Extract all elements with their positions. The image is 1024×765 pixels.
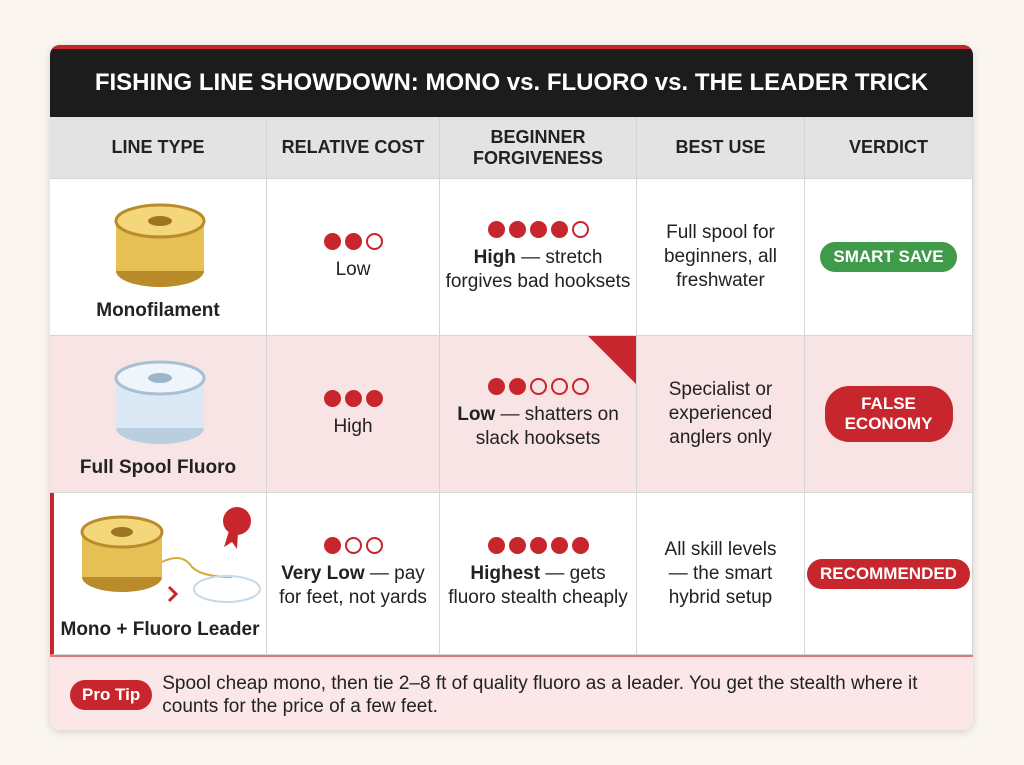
best-use-cell: Full spool for beginners, all freshwater bbox=[637, 179, 805, 336]
rating-dot bbox=[529, 537, 547, 554]
header-text: BEST USE bbox=[675, 137, 766, 157]
header-text: RELATIVE COST bbox=[281, 137, 425, 157]
line-type: Mono + Fluoro Leader bbox=[60, 619, 260, 640]
cost-cell: High bbox=[267, 336, 440, 493]
title: FISHING LINE SHOWDOWN: MONO vs. FLUORO v… bbox=[50, 45, 973, 117]
rating-note: — gets fluoro stealth cheaply bbox=[448, 563, 628, 608]
column-header: BEST USE bbox=[637, 117, 805, 179]
pro-tip-label: Pro Tip bbox=[70, 679, 153, 710]
column-header: BEGINNER FORGIVENESS bbox=[440, 117, 637, 179]
verdict: RECOMMENDED bbox=[807, 558, 970, 589]
verdict-cell: SMART SAVE bbox=[805, 179, 973, 336]
rating-dot bbox=[571, 220, 589, 238]
best-use-cell: Specialist or experienced anglers only bbox=[637, 336, 805, 493]
verdict-cell: FALSE ECONOMY bbox=[805, 336, 973, 493]
rating-dots bbox=[487, 220, 589, 238]
fluoro-spool-icon bbox=[114, 360, 206, 444]
rating-dot bbox=[487, 377, 505, 395]
rating-dot bbox=[344, 537, 362, 554]
line-type: Full Spool Fluoro bbox=[79, 457, 237, 478]
rating-dot bbox=[365, 232, 383, 250]
rating-dot bbox=[323, 389, 341, 407]
column-header: RELATIVE COST bbox=[267, 117, 440, 179]
rating-dot bbox=[487, 220, 505, 238]
pro-tip-text: Spool cheap mono, then tie 2–8 ft of qua… bbox=[162, 672, 918, 717]
best-use: Specialist or experienced anglers only bbox=[668, 379, 773, 448]
rating-dot bbox=[571, 377, 589, 395]
hybrid-spool-icon bbox=[80, 507, 261, 603]
rating-note: — pay for feet, not yards bbox=[279, 563, 427, 608]
verdict: SMART SAVE bbox=[820, 242, 957, 272]
forgiveness-cell: Low — shatters on slack hooksets bbox=[440, 336, 637, 493]
rating-level: Highest bbox=[470, 563, 541, 584]
rating-dot bbox=[508, 377, 526, 395]
rating-dot bbox=[323, 232, 341, 250]
rating-dot bbox=[344, 232, 362, 250]
column-header: LINE TYPE bbox=[50, 117, 267, 179]
line-type-cell: Mono + Fluoro Leader bbox=[50, 493, 267, 655]
header-text: BEGINNER FORGIVENESS bbox=[473, 126, 604, 168]
header-text: LINE TYPE bbox=[111, 137, 205, 157]
rating-level: High bbox=[333, 415, 373, 437]
rating-text: High — stretch forgives bad hooksets bbox=[446, 246, 631, 294]
rating-dot bbox=[365, 537, 383, 554]
header-text: VERDICT bbox=[848, 137, 928, 157]
rating-dot bbox=[323, 537, 341, 554]
rating-dots bbox=[487, 537, 589, 554]
cost-cell: Low bbox=[267, 179, 440, 336]
rating-dots bbox=[487, 377, 589, 395]
rating-dots bbox=[323, 537, 383, 554]
column-header: VERDICT bbox=[805, 117, 973, 179]
rating-dot bbox=[365, 389, 383, 407]
rating-note: — stretch forgives bad hooksets bbox=[445, 246, 631, 292]
rating-dot bbox=[550, 220, 568, 238]
line-type-cell: Monofilament bbox=[50, 179, 267, 336]
rating-dot bbox=[550, 377, 568, 395]
rating-dots bbox=[323, 389, 383, 407]
rating-text: Highest — gets fluoro stealth cheaply bbox=[446, 562, 631, 610]
rating-text: Very Low — pay for feet, not yards bbox=[278, 562, 428, 610]
rating-note: — shatters on slack hooksets bbox=[475, 403, 619, 449]
rating-text: Low bbox=[278, 258, 428, 282]
forgiveness-cell: Highest — gets fluoro stealth cheaply bbox=[440, 493, 637, 655]
rating-dot bbox=[571, 537, 589, 554]
best-use: All skill levels — the smart hybrid setu… bbox=[664, 538, 777, 608]
rating-level: Very Low bbox=[281, 563, 365, 584]
rating-dot bbox=[550, 537, 568, 554]
rating-dot bbox=[529, 220, 547, 238]
mono-spool-icon bbox=[114, 203, 206, 287]
comparison-card: FISHING LINE SHOWDOWN: MONO vs. FLUORO v… bbox=[50, 45, 973, 730]
best-use-cell: All skill levels — the smart hybrid setu… bbox=[637, 493, 805, 655]
rating-level: Low bbox=[335, 258, 371, 280]
line-type: Monofilament bbox=[96, 300, 220, 321]
rating-dot bbox=[508, 220, 526, 238]
rating-dot bbox=[508, 537, 526, 554]
rating-text: Low — shatters on slack hooksets bbox=[446, 403, 631, 451]
forgiveness-cell: High — stretch forgives bad hooksets bbox=[440, 179, 637, 336]
rating-dots bbox=[323, 232, 383, 250]
cost-cell: Very Low — pay for feet, not yards bbox=[267, 493, 440, 655]
rating-dot bbox=[487, 537, 505, 554]
rating-level: High bbox=[473, 246, 516, 268]
pro-tip: Pro Tip Spool cheap mono, then tie 2–8 f… bbox=[50, 655, 973, 730]
rating-text: High bbox=[278, 415, 428, 439]
corner-flag bbox=[588, 336, 636, 384]
best-use: Full spool for beginners, all freshwater bbox=[663, 222, 778, 291]
rating-dot bbox=[344, 389, 362, 407]
verdict-cell: RECOMMENDED bbox=[805, 493, 973, 655]
verdict: FALSE ECONOMY bbox=[824, 386, 953, 442]
rating-level: Low bbox=[457, 403, 496, 425]
rating-dot bbox=[529, 377, 547, 395]
